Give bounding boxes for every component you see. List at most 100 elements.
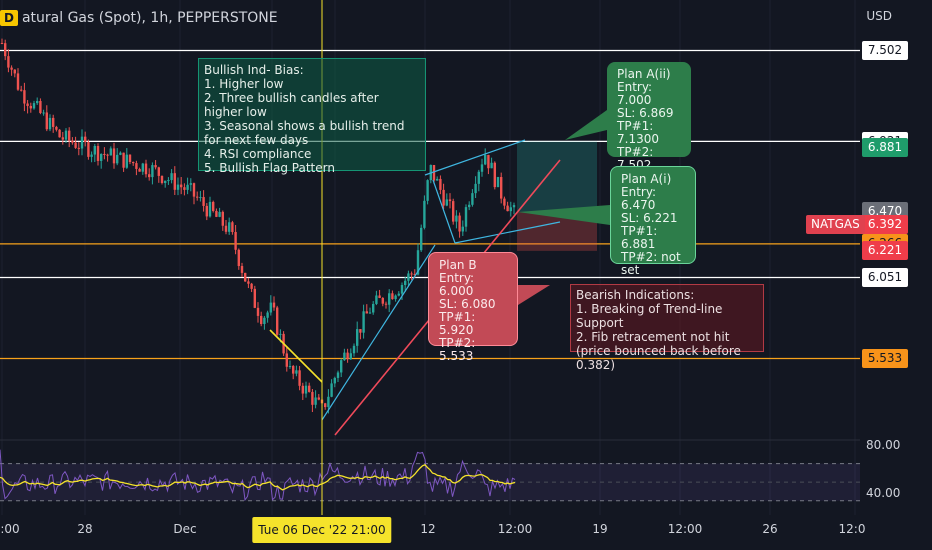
candle-body xyxy=(135,163,138,169)
candle-body xyxy=(346,352,349,360)
candle-body xyxy=(506,205,509,212)
candle-body xyxy=(13,69,16,74)
candle-body xyxy=(452,201,455,222)
price-tag: 6.881 xyxy=(862,138,908,158)
candle-body xyxy=(189,183,192,185)
candle-body xyxy=(45,112,48,130)
x-axis-label: 26 xyxy=(762,522,778,536)
candle-body xyxy=(154,165,157,168)
candle-body xyxy=(167,180,170,182)
candle-body xyxy=(164,180,167,184)
candle-body xyxy=(461,226,464,232)
pullback-line xyxy=(269,329,323,383)
candle-body xyxy=(173,173,176,190)
symbol-badge[interactable]: D xyxy=(0,10,18,26)
plan-a1-callout[interactable]: Plan A(i) Entry: 6.470 SL: 6.221 TP#1: 6… xyxy=(610,166,696,277)
candle-body xyxy=(375,295,378,304)
candle-body xyxy=(458,215,461,232)
candle-body xyxy=(330,383,333,397)
long-position-profit-zone xyxy=(517,141,597,212)
currency-label: USD xyxy=(866,9,892,23)
x-axis-label: :00 xyxy=(0,522,20,536)
candle-body xyxy=(183,187,186,190)
candle-body xyxy=(509,207,512,212)
flag-lower-line xyxy=(454,221,561,244)
x-axis-label: 12 xyxy=(420,522,436,536)
candle-body xyxy=(362,311,365,333)
candle-body xyxy=(260,315,263,325)
candle-body xyxy=(26,103,29,106)
candle-body xyxy=(160,175,164,184)
candle-body xyxy=(420,227,423,251)
candle-body xyxy=(464,207,468,227)
candle-body xyxy=(432,164,436,181)
price-tag: 6.051 xyxy=(862,267,908,287)
candle-body xyxy=(55,126,58,130)
x-axis-label: 28 xyxy=(77,522,93,536)
candle-body xyxy=(125,154,128,168)
candle-body xyxy=(237,249,240,267)
candle-body xyxy=(356,329,359,346)
candle-body xyxy=(103,153,106,155)
x-axis-label: 19 xyxy=(592,522,608,536)
candle-body xyxy=(327,396,330,408)
bullish-indicators-note[interactable]: Bullish Ind- Bias: 1. Higher low 2. Thre… xyxy=(198,58,426,175)
candle-body xyxy=(116,154,119,164)
candle-body xyxy=(4,43,7,57)
flag-upper-line xyxy=(424,139,526,176)
x-axis-label: 12:00 xyxy=(497,522,533,536)
candle-body xyxy=(170,173,173,181)
candle-body xyxy=(384,303,388,305)
candle-body xyxy=(436,178,439,181)
candle-body xyxy=(266,312,269,318)
candle-body xyxy=(365,311,368,314)
rsi-tick-label: 80.00 xyxy=(866,438,901,452)
candle-body xyxy=(471,193,474,205)
candle-body xyxy=(106,154,109,156)
candle-body xyxy=(151,165,154,178)
candle-body xyxy=(16,73,20,90)
candle-body xyxy=(413,274,416,276)
candle-body xyxy=(314,397,317,405)
plan-b-tail xyxy=(518,285,550,305)
x-axis-label: 12:0 xyxy=(838,522,866,536)
candle-body xyxy=(496,177,500,188)
price-tag: 7.502 xyxy=(862,41,908,60)
candle-body xyxy=(74,142,77,148)
candle-body xyxy=(39,100,42,113)
candle-body xyxy=(295,370,298,374)
price-tag: 5.533 xyxy=(862,349,908,368)
candle-body xyxy=(215,210,218,217)
candle-body xyxy=(7,56,10,68)
plan-b-callout[interactable]: Plan B Entry: 6.000 SL: 6.080 TP#1: 5.92… xyxy=(428,252,518,363)
candle-body xyxy=(269,302,272,313)
candle-body xyxy=(404,280,407,286)
candle-body xyxy=(96,146,100,161)
candle-body xyxy=(493,162,496,188)
candle-body xyxy=(301,385,304,394)
candle-body xyxy=(32,103,36,109)
candle-body xyxy=(250,283,253,289)
candle-body xyxy=(109,148,112,156)
candle-body xyxy=(240,266,244,273)
candle-body xyxy=(42,112,45,114)
bearish-indications-note[interactable]: Bearish Indications: 1. Breaking of Tren… xyxy=(570,284,764,372)
candle-body xyxy=(394,295,397,300)
candle-body xyxy=(256,307,260,316)
plan-a2-callout[interactable]: Plan A(ii) Entry: 7.000 SL: 6.869 TP#1: … xyxy=(607,62,691,172)
candle-body xyxy=(480,164,484,172)
candle-body xyxy=(336,372,340,378)
x-axis-label: Dec xyxy=(173,522,197,536)
candle-body xyxy=(112,148,116,164)
candle-body xyxy=(455,215,458,222)
candle-body xyxy=(141,163,144,172)
symbol-price-tag: NATGAS xyxy=(806,214,865,234)
candle-body xyxy=(157,167,160,176)
candle-body xyxy=(253,288,256,308)
candle-body xyxy=(205,205,208,217)
candle-body xyxy=(279,333,282,335)
candle-body xyxy=(343,352,346,361)
candle-body xyxy=(423,200,426,228)
